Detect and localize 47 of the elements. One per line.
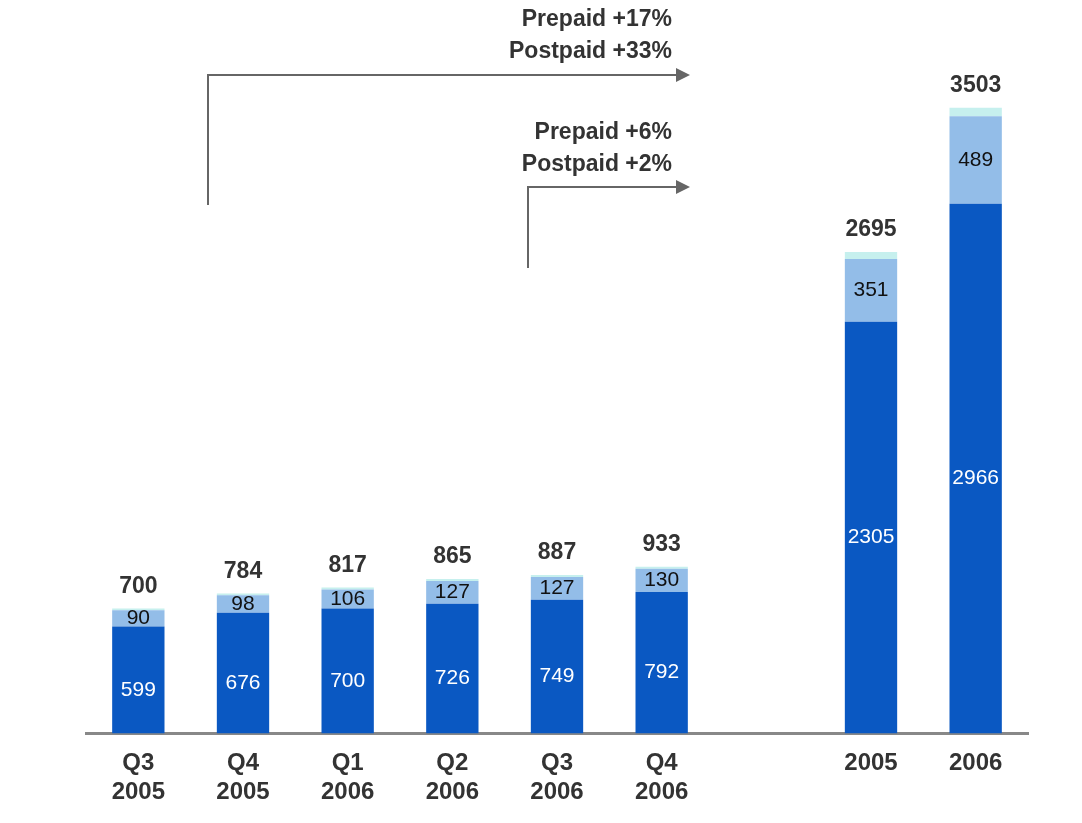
bar [635, 591, 688, 734]
data-label: 98 [231, 590, 255, 614]
x-tick-label: Q3 2006 [530, 748, 584, 805]
data-label: 792 [644, 659, 680, 683]
data-label: 90 [126, 605, 151, 629]
total-label: 933 [642, 530, 681, 557]
data-label: 351 [853, 277, 889, 301]
bar [844, 252, 898, 260]
annotation: Prepaid +6% Postpaid +2% [521, 117, 672, 178]
data-label: 127 [434, 579, 470, 603]
total-label: 700 [119, 571, 158, 598]
bar [949, 107, 1002, 117]
text: Prepaid +17% Postpaid +33% [509, 4, 672, 65]
data-label: 599 [120, 676, 156, 700]
bar [426, 603, 479, 734]
bar [949, 116, 1002, 204]
data-label: 726 [434, 665, 470, 689]
total-label: 784 [223, 556, 263, 583]
total-label: 887 [537, 538, 577, 565]
bar [216, 612, 270, 734]
total-label: 2695 [845, 215, 897, 242]
bar [112, 626, 165, 734]
x-tick-label: Q2 2006 [425, 748, 480, 805]
data-label: 700 [330, 667, 366, 691]
x-tick-label: Q3 2005 [111, 748, 166, 805]
bar [530, 599, 584, 734]
bar [844, 321, 898, 734]
data-label: 130 [644, 567, 680, 591]
total-label: 817 [328, 550, 367, 577]
data-label: 106 [330, 585, 366, 609]
data-label: 2305 [847, 524, 895, 548]
x-tick-label: 2006 [948, 748, 1003, 776]
bar [426, 578, 479, 582]
data-label: 489 [958, 146, 994, 170]
data-label: 749 [539, 663, 575, 687]
total-label: 865 [433, 542, 472, 569]
x-tick-label: Q4 2005 [216, 748, 270, 805]
data-label: 676 [225, 669, 261, 693]
bar [844, 259, 898, 322]
x-tick-label: Q4 2006 [634, 748, 689, 805]
bar [321, 608, 374, 734]
bar [949, 203, 1002, 734]
data-label: 2966 [952, 465, 1000, 489]
data-label: 127 [539, 575, 575, 599]
x-tick-label: 2005 [844, 748, 898, 776]
x-tick-label: Q1 2006 [320, 748, 375, 805]
total-label: 3503 [950, 71, 1002, 98]
